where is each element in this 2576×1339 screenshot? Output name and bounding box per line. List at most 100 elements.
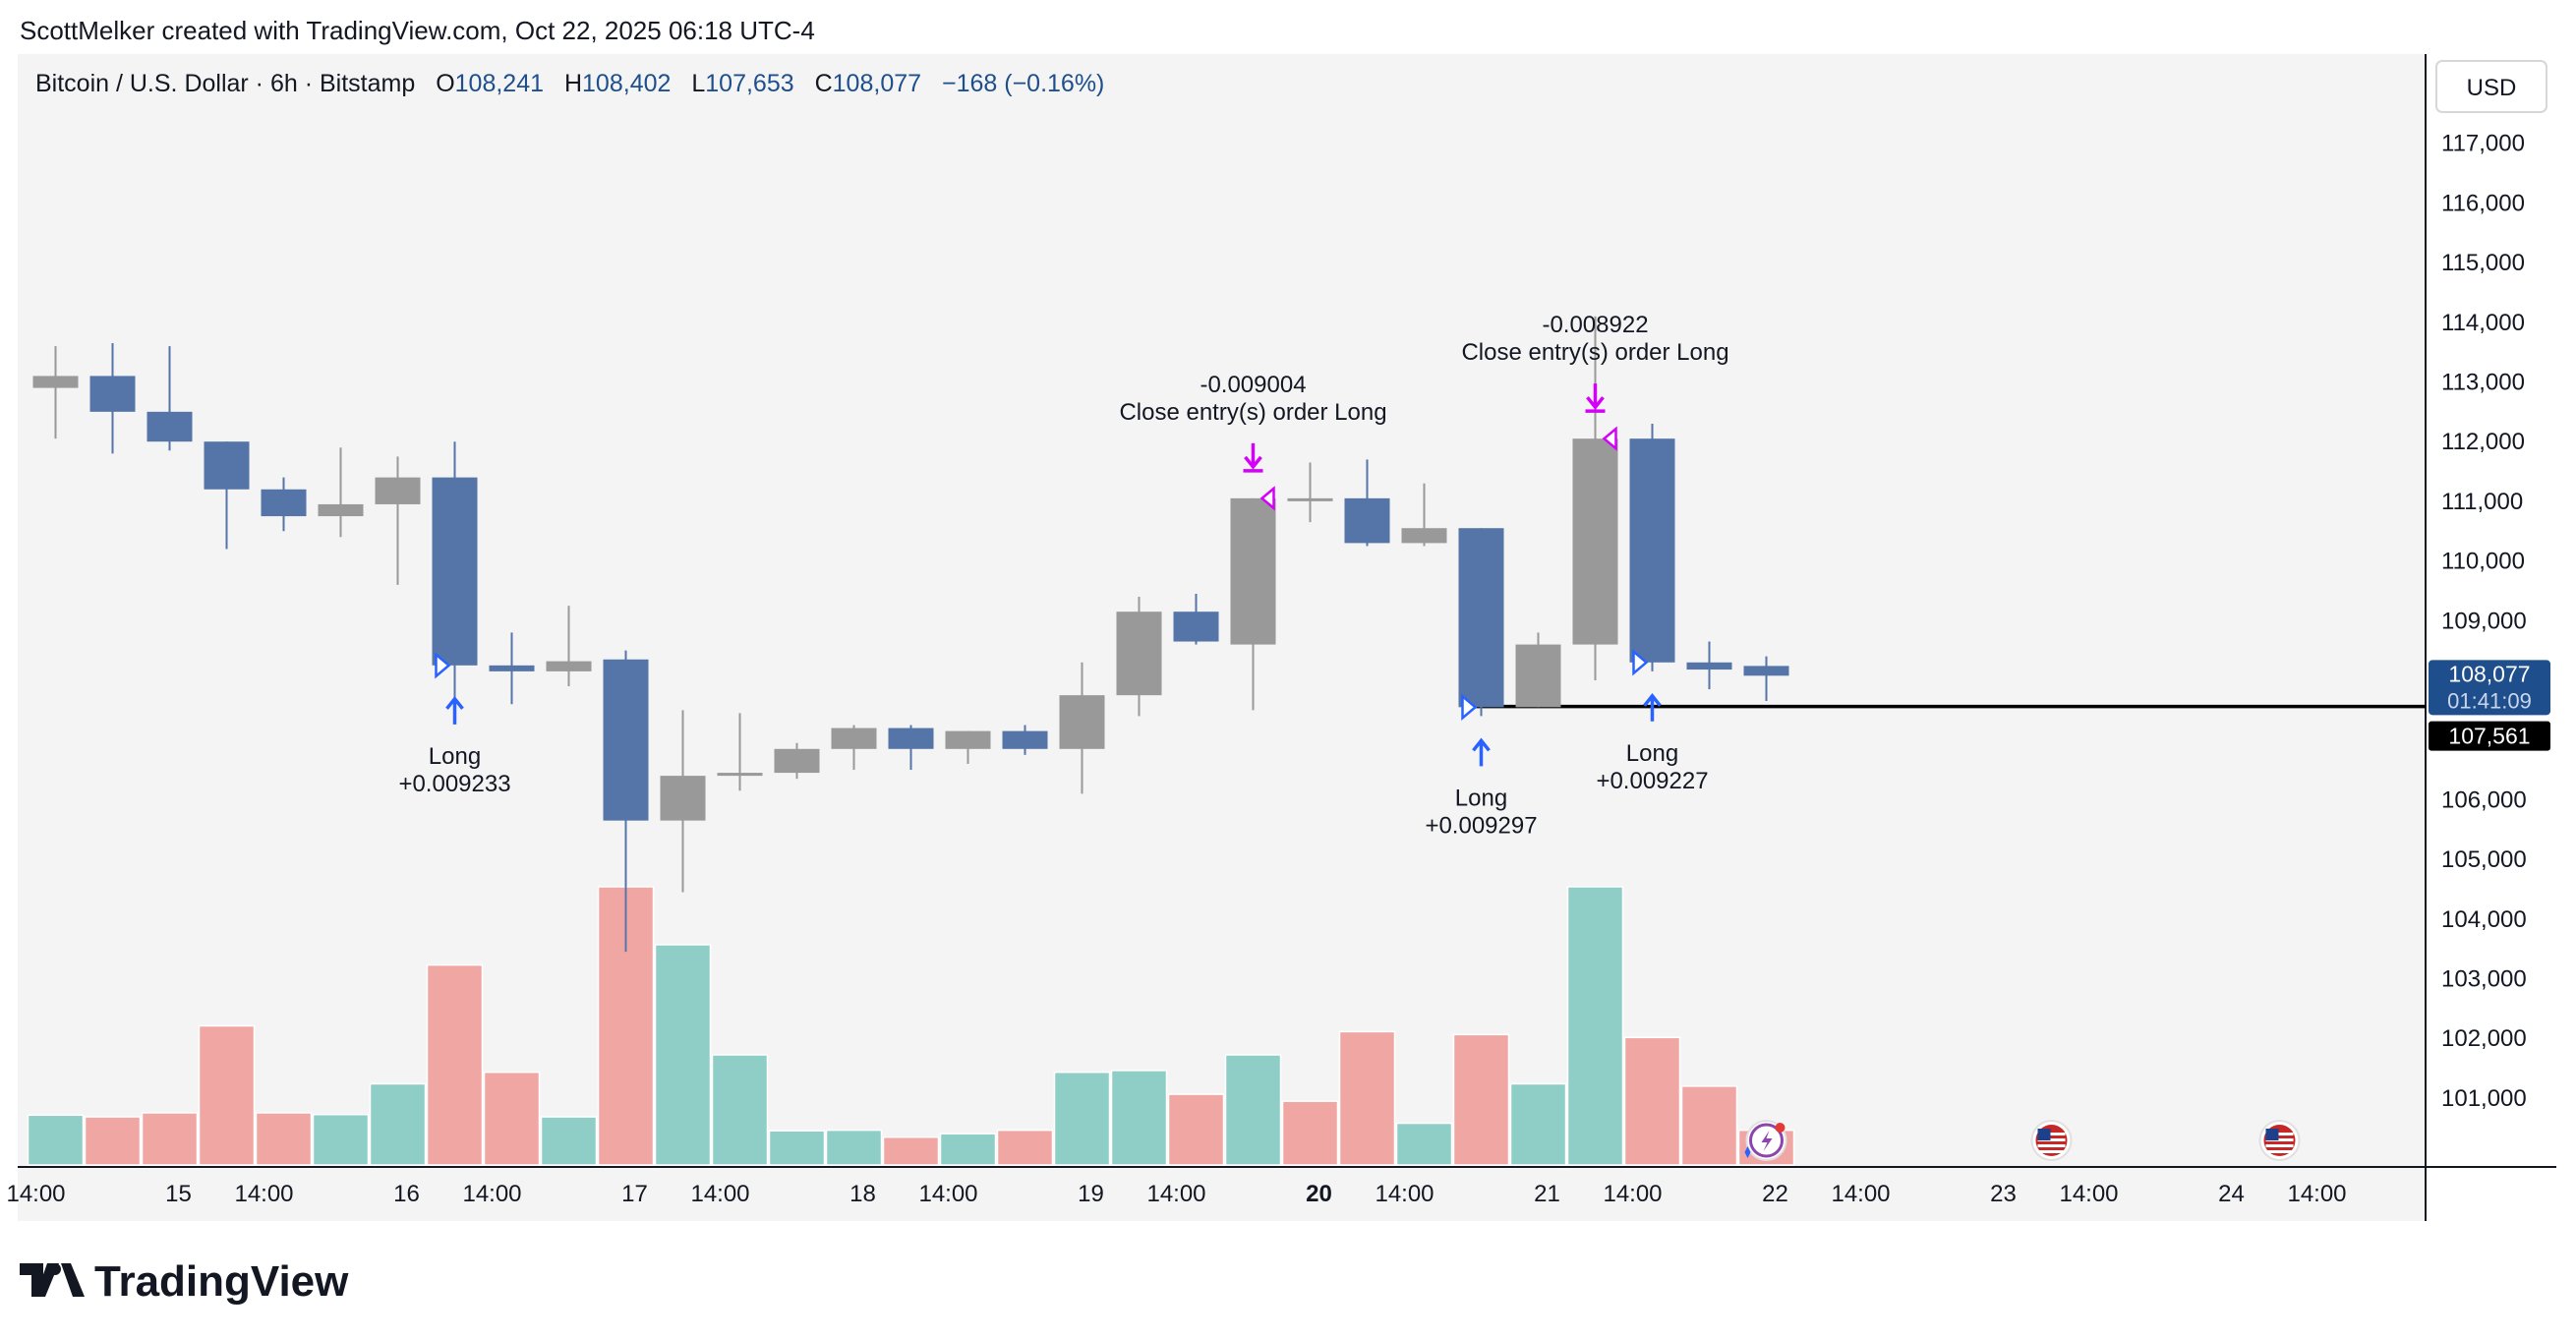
candle-body — [1572, 438, 1618, 645]
volume-bar — [1509, 1082, 1567, 1166]
signal-label: +0.009233 — [398, 771, 510, 797]
current-price-value: 108,077 — [2448, 661, 2530, 686]
volume-bar — [540, 1116, 598, 1166]
candle-body — [1002, 730, 1048, 749]
flag-stripe — [2037, 1150, 2066, 1153]
legend-symbol: Bitcoin / U.S. Dollar · 6h · Bitstamp — [35, 70, 415, 97]
time-tick: 14:00 — [2287, 1181, 2346, 1207]
volume-bar — [1452, 1033, 1510, 1166]
currency-label: USD — [2467, 75, 2517, 101]
flag-stripe — [2037, 1138, 2066, 1141]
candle-body — [1287, 497, 1333, 501]
brand-name: TradingView — [94, 1257, 349, 1306]
time-tick: 16 — [393, 1181, 420, 1207]
sparkle-icon — [1744, 1146, 1751, 1158]
price-tick: 115,000 — [2441, 250, 2525, 276]
time-tick: 14:00 — [1831, 1181, 1890, 1207]
time-tick: 23 — [1990, 1181, 2017, 1207]
volume-bar — [369, 1082, 427, 1166]
volume-bar — [1110, 1070, 1168, 1166]
volume-bar — [996, 1129, 1054, 1166]
price-tick: 104,000 — [2441, 906, 2527, 933]
volume-bar — [255, 1112, 313, 1166]
candle-body — [888, 728, 934, 749]
candle-body — [945, 730, 991, 749]
flag-stripe — [2265, 1144, 2294, 1147]
candle-body — [1230, 497, 1276, 645]
candle-body — [1743, 666, 1789, 676]
tradingview-logo[interactable]: TradingView — [20, 1257, 349, 1306]
volume-bar — [768, 1130, 826, 1166]
volume-bar — [27, 1114, 85, 1166]
candle-body — [1344, 497, 1390, 544]
current-price-tag: 108,077 01:41:09 — [2429, 660, 2550, 716]
candle-body — [204, 441, 250, 490]
candle-body — [1401, 528, 1447, 544]
time-tick: 19 — [1078, 1181, 1104, 1207]
candle-body — [1116, 611, 1162, 696]
flag-canton — [2037, 1129, 2051, 1140]
flag-stripe — [2037, 1133, 2066, 1135]
volume-bar — [1224, 1054, 1282, 1166]
volume-bar — [882, 1135, 940, 1166]
signal-label: +0.009227 — [1596, 768, 1708, 794]
candle-body — [1059, 695, 1105, 749]
time-tick: 22 — [1762, 1181, 1788, 1207]
volume-bar — [84, 1116, 142, 1166]
long-arrow-icon — [1643, 692, 1662, 722]
time-tick: 24 — [2218, 1181, 2245, 1207]
legend-open-label: O — [436, 70, 454, 97]
time-tick: 18 — [849, 1181, 876, 1207]
volume-bar — [312, 1113, 370, 1166]
legend-low: 107,653 — [705, 70, 793, 97]
price-tick: 110,000 — [2441, 549, 2525, 575]
time-tick: 17 — [621, 1181, 648, 1207]
flash-ring-icon — [1749, 1123, 1784, 1158]
candle-body — [831, 728, 877, 749]
flash-icon — [1761, 1131, 1773, 1151]
volume-bar — [141, 1112, 199, 1166]
candle-body — [1686, 662, 1732, 670]
volume-bar — [198, 1024, 256, 1166]
candle-body — [318, 503, 364, 517]
time-tick: 14:00 — [1603, 1181, 1662, 1207]
economic-events — [1744, 1120, 2301, 1161]
long-arrow-icon — [1472, 737, 1491, 767]
time-tick: 14:00 — [1146, 1181, 1205, 1207]
currency-button[interactable] — [2435, 60, 2547, 113]
attribution-text: ScottMelker created with TradingView.com… — [20, 16, 815, 45]
time-axis-ticks: 14:00 15 14:00 16 14:00 17 14:00 18 14:00 19 14:00… — [6, 1181, 2346, 1207]
price-tick: 109,000 — [2441, 608, 2527, 634]
volume-bar — [1167, 1093, 1225, 1166]
price-tick: 113,000 — [2441, 370, 2525, 396]
close-arrow-icon — [1243, 442, 1263, 473]
legend-open: 108,241 — [455, 70, 544, 97]
price-axis-ticks: 117,000 116,000 115,000 114,000 113,000 112,0… — [2441, 131, 2527, 1112]
current-price-box — [2429, 660, 2550, 716]
chart-pane[interactable] — [18, 54, 2425, 1221]
time-tick: 14:00 — [918, 1181, 977, 1207]
time-tick: 20 — [1306, 1181, 1332, 1207]
price-tick: 116,000 — [2441, 190, 2525, 216]
candle-body — [717, 773, 763, 777]
bar-countdown: 01:41:09 — [2447, 688, 2532, 713]
volume-bar — [1281, 1100, 1339, 1166]
time-tick: 14:00 — [2059, 1181, 2118, 1207]
signal-label: +0.009297 — [1425, 812, 1537, 839]
signal-label: Close entry(s) order Long — [1461, 339, 1728, 366]
exit-marker-icon — [1602, 426, 1617, 451]
signal-label: -0.008922 — [1542, 312, 1648, 338]
symbol-legend: Bitcoin / U.S. Dollar · 6h · Bitstamp O1… — [35, 70, 1104, 97]
legend-change: −168 (−0.16%) — [942, 70, 1104, 97]
time-tick: 14:00 — [6, 1181, 65, 1207]
candle-body — [375, 477, 421, 504]
price-tick: 106,000 — [2441, 786, 2527, 813]
volume-bar — [1680, 1085, 1738, 1166]
volume-bar — [1053, 1071, 1111, 1166]
price-axis-pane[interactable] — [2427, 54, 2556, 1221]
logo-dot-icon — [49, 1263, 61, 1275]
tradingview-logo-icon — [20, 1263, 85, 1297]
signal-label: Long — [1626, 740, 1678, 767]
candle-body — [1458, 528, 1504, 708]
